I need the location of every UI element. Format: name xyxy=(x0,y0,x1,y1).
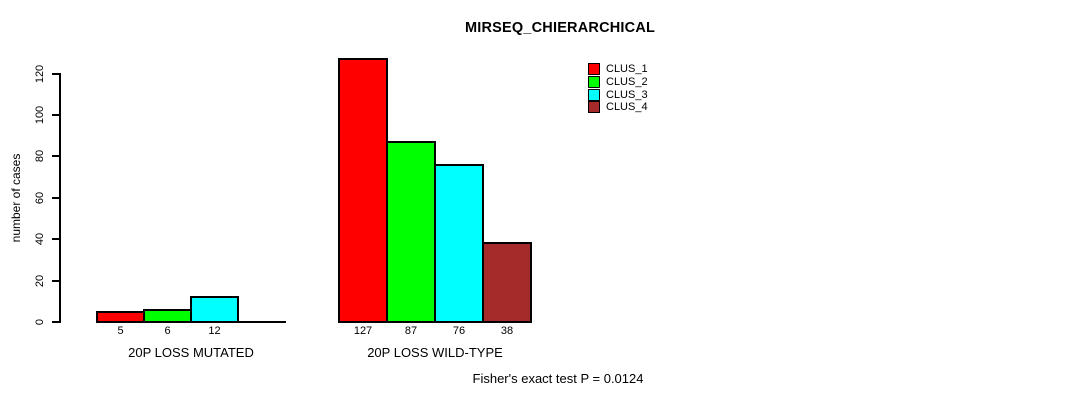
y-axis-tick xyxy=(52,196,60,199)
group-label: 20P LOSS MUTATED xyxy=(128,345,254,360)
legend-item: CLUS_3 xyxy=(588,88,648,101)
bar-clus-1 xyxy=(96,311,145,323)
y-axis-tick-label: 120 xyxy=(34,64,46,83)
y-axis-tick xyxy=(52,114,60,116)
legend-label: CLUS_3 xyxy=(606,88,648,101)
y-axis-tick-label: 20 xyxy=(34,274,46,287)
y-axis-tick-label: 60 xyxy=(34,191,46,204)
group-label: 20P LOSS WILD-TYPE xyxy=(367,345,503,360)
bar-value-label: 38 xyxy=(500,325,514,337)
legend-swatch xyxy=(588,88,600,101)
y-axis-tick xyxy=(52,321,60,323)
legend-item: CLUS_4 xyxy=(588,101,648,114)
bar-clus-3 xyxy=(190,296,239,323)
y-axis-line xyxy=(59,73,61,323)
legend-swatch xyxy=(588,76,600,89)
y-axis-tick-label: 100 xyxy=(34,105,46,125)
legend-item: CLUS_2 xyxy=(588,76,648,89)
y-axis-tick xyxy=(52,238,60,241)
y-axis-tick xyxy=(52,279,60,282)
y-axis-tick-label: 80 xyxy=(34,150,46,163)
legend-item: CLUS_1 xyxy=(588,63,648,76)
legend-swatch xyxy=(588,101,600,114)
legend-label: CLUS_1 xyxy=(606,63,648,76)
y-axis-tick-label: 40 xyxy=(34,233,46,246)
bar-clus-2 xyxy=(386,141,436,323)
bar-value-label: 87 xyxy=(404,325,418,337)
bar-clus-2 xyxy=(143,309,192,323)
legend: CLUS_1 CLUS_2 CLUS_3 CLUS_4 xyxy=(588,63,648,114)
y-axis-tick xyxy=(52,72,60,75)
bar-value-label: 76 xyxy=(452,325,466,337)
bar-value-label: 12 xyxy=(208,325,221,337)
bar-value-label: 127 xyxy=(353,325,373,337)
y-axis-tick-label: 0 xyxy=(34,318,46,326)
annotation-text: Fisher's exact test P = 0.0124 xyxy=(472,371,644,386)
bar-clus-4 xyxy=(482,242,532,323)
legend-swatch xyxy=(588,63,600,76)
legend-label: CLUS_4 xyxy=(606,101,648,114)
chart-title: MIRSEQ_CHIERARCHICAL xyxy=(464,20,656,36)
bar-value-label: 5 xyxy=(117,325,124,337)
bar-clus-3 xyxy=(434,164,484,323)
bar-clus-1 xyxy=(338,58,388,323)
bar-value-label: 6 xyxy=(164,325,171,337)
legend-label: CLUS_2 xyxy=(606,76,648,89)
y-axis-tick xyxy=(52,155,60,158)
y-axis-label: number of cases xyxy=(9,153,23,243)
